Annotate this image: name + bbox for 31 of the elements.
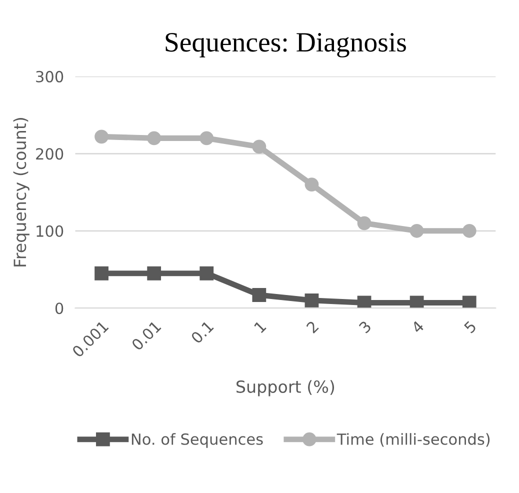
point <box>410 224 424 238</box>
point <box>462 224 476 238</box>
point <box>410 296 424 308</box>
x-tick-label: 2 <box>306 320 319 334</box>
point <box>304 293 319 308</box>
x-tick-label: 0.1 <box>190 320 214 344</box>
point <box>147 266 162 280</box>
point <box>357 216 372 230</box>
x-tick-label: 1 <box>254 320 266 334</box>
point <box>94 130 108 144</box>
y-tick-label: 300 <box>36 70 64 82</box>
x-tick-label: 3 <box>358 320 372 334</box>
legend-label: No. of Sequences <box>132 433 263 448</box>
x-axis-title: Support (%) <box>236 380 334 396</box>
point <box>200 266 214 280</box>
point <box>94 266 108 280</box>
y-tick-label: 100 <box>36 225 64 237</box>
y-tick-label: 0 <box>55 302 64 314</box>
x-tick-label: 4 <box>410 320 424 334</box>
point <box>304 178 319 192</box>
y-axis-title: Frequency (count) <box>13 118 30 266</box>
point <box>252 288 266 302</box>
x-tick-label: 5 <box>464 320 477 334</box>
chart-title: Sequences: Diagnosis <box>166 33 406 58</box>
legend-label: Time (milli-seconds) <box>336 433 490 447</box>
point <box>200 131 214 146</box>
point <box>252 140 266 154</box>
point <box>462 296 476 308</box>
y-tick-label: 200 <box>36 148 64 160</box>
point <box>357 296 372 308</box>
point <box>147 131 162 146</box>
